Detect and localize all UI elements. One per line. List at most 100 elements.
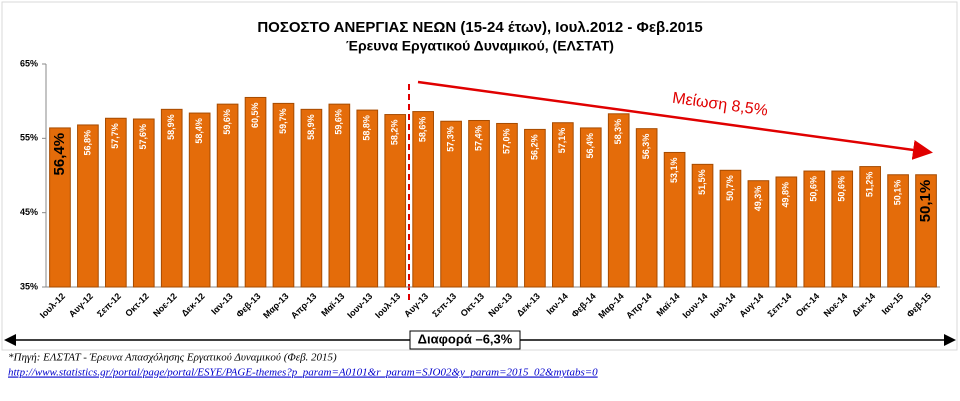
bar [579,127,602,288]
x-tick-label: Νοε-14 [822,291,850,319]
x-tick-label: Ιουλ-12 [38,291,67,320]
bar [663,151,686,288]
y-tick-label: 55% [20,133,38,143]
x-tick-label: Ιαν-14 [544,291,569,316]
bar [635,128,658,288]
chart-title: ΠΟΣΟΣΤΟ ΑΝΕΡΓΙΑΣ ΝΕΩΝ (15-24 έτων), Ιουλ… [257,19,702,36]
value-label: 50,1% [917,180,934,223]
value-label: 51,5% [697,169,707,195]
value-label: 57,3% [445,126,455,152]
x-tick-label: Οκτ-13 [459,291,487,319]
x-tick-label: Σεπ-13 [430,291,458,319]
bar [412,111,434,288]
x-tick-label: Μαρ-13 [261,291,290,320]
bar [719,169,742,288]
x-tick-label: Ιουλ-13 [373,291,402,320]
bar [77,124,99,288]
x-tick-label: Ιαν-15 [880,291,905,316]
bar [887,174,909,288]
value-label: 57,0% [501,128,511,154]
bar [272,102,295,288]
bar [831,170,854,288]
value-label: 56,4% [51,133,68,176]
x-tick-label: Δεκ-13 [515,291,542,318]
bar [160,108,183,288]
source-url[interactable]: http://www.statistics.gr/portal/page/por… [8,367,598,379]
bar [132,118,155,288]
value-label: 60,5% [250,102,260,128]
value-label: 59,6% [222,109,232,135]
value-label: 57,7% [110,123,120,149]
x-tick-label: Σεπ-12 [95,291,123,319]
difference-label: Διαφορά –6,3% [418,331,513,346]
value-label: 57,6% [138,124,148,150]
x-tick-label: Οκτ-14 [794,291,822,319]
y-tick-label: 45% [20,207,38,217]
decrease-label: Μείωση 8,5% [671,90,769,120]
x-tick-label: Μαρ-14 [596,291,625,320]
y-tick-label: 65% [20,58,38,68]
chart-frame [1,1,958,351]
value-label: 56,8% [82,130,92,156]
x-tick-label: Απρ-13 [289,291,319,321]
x-tick-label: Οκτ-12 [123,291,151,319]
bar [216,103,239,288]
bar [691,163,714,288]
value-label: 56,2% [529,134,539,160]
bar [188,112,211,288]
bar [803,170,826,288]
bar [384,114,407,288]
x-tick-label: Νοε-13 [486,291,514,319]
value-label: 58,8% [362,115,372,141]
x-tick-label: Μαϊ-13 [319,291,346,318]
x-tick-label: Ιουλ-14 [708,291,737,320]
x-tick-label: Νοε-12 [151,291,179,319]
value-label: 49,8% [781,182,791,208]
x-tick-label: Δεκ-12 [179,291,206,318]
x-tick-label: Ιουν-14 [680,291,709,320]
value-label: 59,6% [334,109,344,135]
bar [244,96,267,288]
y-tick-label: 35% [20,281,38,291]
bar [552,122,574,288]
value-label: 53,1% [669,157,679,183]
value-label: 57,1% [557,128,567,154]
x-tick-label: Αυγ-13 [402,291,430,319]
x-tick-label: Αυγ-14 [737,291,765,319]
chart-subtitle: Έρευνα Εργατικού Δυναμικού, (ΕΛΣΤΑΤ) [346,38,614,54]
value-label: 50,6% [809,176,819,202]
value-label: 56,3% [641,134,651,160]
bar [915,174,937,288]
value-label: 50,7% [725,175,735,201]
value-label: 50,6% [837,176,847,202]
bar [496,122,518,288]
value-label: 50,1% [892,180,902,206]
bar [859,166,881,288]
trend-arrow [417,80,933,160]
value-label: 57,4% [473,125,483,151]
x-tick-label: Σεπ-14 [765,291,793,319]
value-label: 56,4% [585,133,595,159]
x-tick-label: Δεκ-14 [850,291,877,318]
x-tick-label: Φεβ-13 [234,291,262,319]
bar [300,108,323,288]
bar [328,103,351,288]
difference-box [409,330,521,350]
bar [356,109,379,288]
bar [468,119,490,288]
value-label: 49,3% [753,186,763,212]
bar [524,128,546,288]
bar [747,180,770,288]
x-tick-label: Αυγ-12 [67,291,95,319]
value-label: 58,9% [306,114,316,140]
x-tick-label: Απρ-14 [624,291,654,321]
x-tick-label: Μαϊ-14 [654,291,681,318]
x-tick-label: Ιαν-13 [209,291,234,316]
bar [49,127,71,288]
x-tick-label: Ιουν-13 [345,291,374,320]
value-label: 58,9% [166,114,176,140]
value-label: 58,2% [390,120,400,146]
value-label: 59,7% [278,108,288,134]
bar [775,176,798,288]
